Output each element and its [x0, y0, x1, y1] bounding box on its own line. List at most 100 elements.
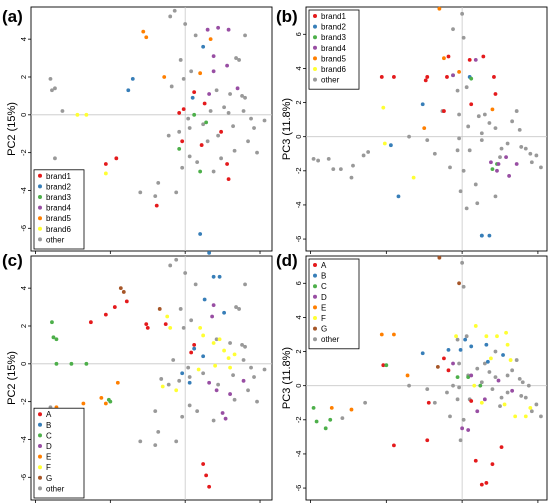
- data-point: [482, 397, 487, 402]
- data-point: [496, 378, 501, 383]
- data-point: [493, 92, 498, 96]
- data-point: [534, 153, 539, 158]
- data-point: [249, 365, 253, 370]
- legend-marker: [313, 294, 317, 299]
- data-point: [405, 373, 410, 378]
- data-point: [407, 134, 411, 139]
- data-point: [168, 14, 173, 19]
- y-tick-label: 4: [19, 37, 28, 41]
- data-point: [495, 334, 499, 339]
- data-point: [420, 351, 425, 356]
- data-point: [457, 281, 461, 286]
- data-point: [243, 33, 247, 38]
- legend-label: C: [321, 282, 327, 291]
- legend-marker: [38, 216, 42, 221]
- series-other: [48, 8, 267, 199]
- y-tick-label: -2: [19, 149, 28, 156]
- data-point: [425, 387, 430, 391]
- data-point: [446, 347, 451, 352]
- data-point: [153, 409, 158, 414]
- data-point: [446, 54, 451, 59]
- data-point: [473, 324, 478, 328]
- data-point: [455, 148, 460, 153]
- data-point: [426, 400, 431, 405]
- data-point: [482, 112, 487, 117]
- legend-marker: [313, 67, 317, 71]
- data-point: [126, 88, 131, 93]
- data-point: [183, 22, 188, 26]
- data-point: [232, 148, 237, 153]
- y-axis-title: PC2 (15%): [6, 102, 18, 156]
- data-point: [121, 290, 126, 294]
- data-point: [216, 382, 221, 387]
- data-point: [48, 76, 53, 81]
- data-point: [490, 167, 495, 171]
- data-point: [351, 163, 355, 168]
- data-point: [501, 353, 505, 357]
- data-point: [54, 361, 59, 366]
- legend-marker: [313, 305, 317, 310]
- data-point: [60, 109, 65, 113]
- data-point: [192, 112, 197, 117]
- data-point: [499, 146, 504, 151]
- data-point: [496, 162, 501, 166]
- data-point: [328, 417, 333, 422]
- data-point: [174, 439, 179, 444]
- data-point: [510, 119, 515, 124]
- data-point: [493, 194, 498, 199]
- data-point: [174, 257, 179, 262]
- data-point: [454, 334, 458, 339]
- legend-marker: [313, 14, 317, 18]
- data-point: [225, 162, 229, 166]
- data-point: [115, 380, 120, 385]
- legend-marker: [313, 284, 317, 289]
- data-point: [162, 75, 167, 79]
- data-point: [189, 69, 194, 74]
- data-point: [201, 44, 206, 49]
- data-point: [198, 169, 203, 174]
- data-point: [192, 90, 197, 95]
- legend-label: G: [46, 474, 52, 483]
- data-point: [51, 335, 56, 340]
- data-point: [53, 156, 57, 161]
- y-axis-title: PC2 (15%): [6, 351, 18, 405]
- data-point: [141, 29, 146, 34]
- panel-label: (d): [276, 251, 298, 270]
- data-point: [207, 380, 212, 385]
- series-brand5: [141, 29, 213, 79]
- data-point: [166, 382, 171, 387]
- data-point: [192, 342, 197, 347]
- y-tick-label: -4: [294, 451, 303, 458]
- legend-label: other: [46, 235, 65, 244]
- data-point: [423, 78, 428, 83]
- data-point: [504, 330, 508, 335]
- y-tick-label: -4: [19, 436, 28, 443]
- legend-marker: [38, 465, 42, 470]
- chart-panel-1: -10-505-6-4-2024PC1 (24.1%)PC2 (15%)(a)b…: [2, 6, 273, 277]
- data-point: [204, 120, 209, 125]
- data-point: [396, 194, 401, 199]
- data-point: [504, 155, 508, 160]
- data-point: [499, 395, 504, 400]
- data-point: [411, 175, 416, 180]
- legend-marker: [38, 237, 42, 242]
- data-point: [499, 445, 504, 450]
- y-tick-label: -2: [19, 398, 28, 405]
- data-point: [529, 409, 534, 414]
- data-point: [493, 375, 498, 380]
- data-point: [493, 349, 498, 354]
- data-point: [186, 365, 191, 370]
- data-point: [199, 143, 204, 147]
- data-point: [243, 344, 247, 349]
- data-point: [201, 462, 206, 466]
- data-point: [475, 201, 480, 206]
- data-point: [50, 88, 54, 93]
- data-point: [144, 35, 149, 40]
- data-point: [407, 383, 411, 388]
- panel-label: (c): [2, 251, 23, 270]
- data-point: [482, 361, 487, 366]
- data-point: [458, 438, 463, 443]
- data-point: [520, 380, 525, 385]
- data-point: [231, 124, 235, 129]
- legend-marker: [313, 263, 317, 267]
